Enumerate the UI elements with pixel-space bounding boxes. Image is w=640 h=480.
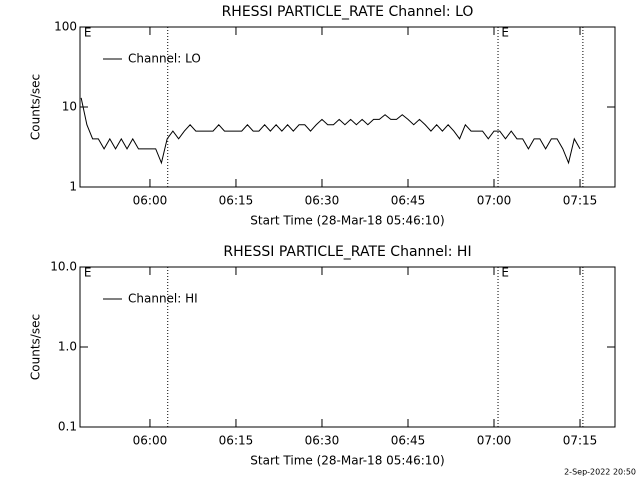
y-tick-label: 10 [62, 100, 77, 114]
x-tick-label: 07:00 [477, 194, 512, 208]
annotation: E [501, 26, 509, 40]
x-axis-label: Start Time (28-Mar-18 05:46:10) [250, 454, 444, 468]
chart-title: RHESSI PARTICLE_RATE Channel: HI [223, 244, 471, 260]
y-tick-label: 1 [69, 180, 77, 194]
y-tick-label: 100 [54, 20, 77, 34]
annotation: E [501, 266, 509, 280]
x-tick-label: 06:15 [219, 434, 254, 448]
x-tick-label: 07:00 [477, 434, 512, 448]
y-tick-label: 0.1 [58, 420, 77, 434]
x-tick-label: 06:45 [391, 194, 426, 208]
annotation: E [84, 266, 92, 280]
x-tick-label: 06:30 [305, 194, 340, 208]
chart-title: RHESSI PARTICLE_RATE Channel: LO [222, 4, 474, 20]
y-axis-label: Counts/sec [29, 74, 43, 140]
legend-label: Channel: HI [128, 292, 198, 306]
x-tick-label: 06:30 [305, 434, 340, 448]
x-tick-label: 06:45 [391, 434, 426, 448]
x-tick-label: 07:15 [563, 434, 598, 448]
x-tick-label: 06:15 [219, 194, 254, 208]
x-tick-label: 06:00 [133, 434, 168, 448]
x-axis-label: Start Time (28-Mar-18 05:46:10) [250, 214, 444, 228]
annotation: E [84, 26, 92, 40]
x-tick-label: 06:00 [133, 194, 168, 208]
y-tick-label: 10.0 [50, 260, 77, 274]
x-tick-label: 07:15 [563, 194, 598, 208]
legend-label: Channel: LO [128, 52, 201, 66]
y-tick-label: 1.0 [58, 340, 77, 354]
footer: 2-Sep-2022 20:50 [564, 468, 636, 477]
y-axis-label: Counts/sec [29, 314, 43, 380]
data-line [80, 97, 581, 165]
